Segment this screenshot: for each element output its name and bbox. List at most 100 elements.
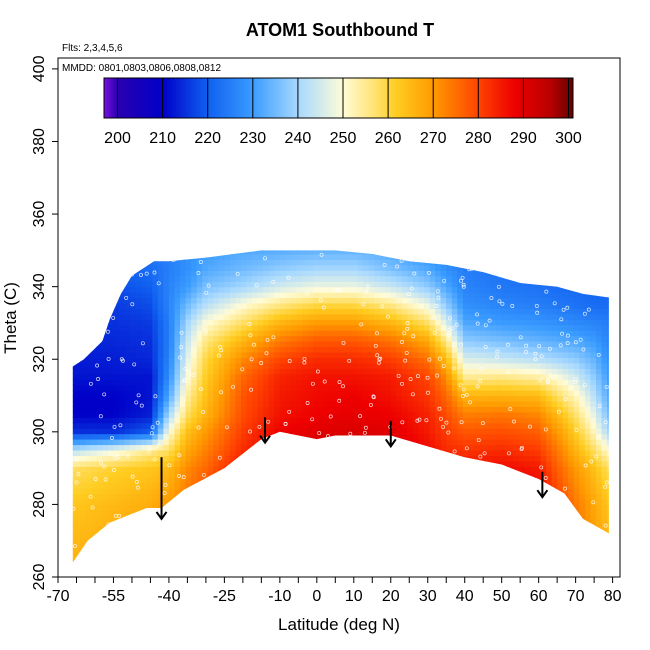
field-cell [185,466,192,473]
field-cell [424,243,430,249]
field-cell [490,428,497,435]
field-cell [401,330,408,337]
field-cell [296,346,303,353]
field-cell [174,417,181,424]
field-cell [257,520,264,527]
field-cell [113,499,120,505]
field-cell [96,455,103,462]
field-cell [152,379,159,386]
field-cell [363,303,370,309]
field-cell [385,558,392,563]
field-cell [152,373,159,380]
field-cell [135,308,142,315]
field-cell [263,471,270,478]
field-cell [152,341,159,348]
field-cell [368,346,375,353]
field-cell [401,493,408,500]
field-cell [496,428,503,435]
field-cell [341,564,347,570]
field-cell [501,548,508,554]
field-cell [340,471,347,478]
field-cell [141,471,148,478]
field-cell [402,564,408,570]
field-cell [146,292,153,299]
field-cell [335,548,342,554]
field-cell [390,368,397,375]
field-cell [363,542,370,549]
field-cell [102,444,109,451]
field-cell [307,406,314,413]
field-cell [357,493,364,500]
field-cell [446,395,453,402]
field-cell [224,493,231,500]
field-cell [130,308,137,315]
field-cell [257,319,264,326]
field-cell [329,460,336,467]
field-cell [507,433,514,440]
field-cell [224,537,231,544]
field-cell [357,250,364,255]
field-cell [96,482,103,489]
field-cell [252,558,259,563]
field-cell [324,455,331,462]
field-cell [501,553,508,560]
field-cell [74,537,81,544]
field-cell [241,303,248,309]
field-cell [141,308,148,315]
field-cell [496,303,503,309]
field-cell [307,250,314,255]
field-cell [279,542,286,549]
field-cell [91,395,98,402]
field-cell [401,460,408,467]
field-cell [257,450,264,456]
field-cell [141,509,148,516]
field-cell [496,401,503,407]
field-cell [296,250,303,255]
field-cell [324,324,331,331]
field-cell [374,499,381,505]
field-cell [313,259,320,266]
field-cell [507,297,514,304]
field-cell [457,373,464,380]
field-cell [235,368,242,375]
field-cell [440,270,447,277]
field-cell [96,428,103,435]
field-cell [85,444,92,451]
field-cell [185,401,192,407]
field-cell [80,297,87,304]
field-cell [252,422,259,429]
field-cell [124,308,131,315]
field-cell [318,335,325,342]
field-cell [263,477,270,484]
field-cell [501,422,508,429]
field-cell [407,466,414,473]
field-cell [429,319,436,326]
field-cell [324,390,331,397]
field-cell [113,270,120,277]
field-cell [285,379,292,386]
field-cell [163,352,170,358]
field-cell [69,564,75,570]
field-cell [191,264,198,271]
field-cell [85,368,92,375]
field-cell [268,482,275,489]
field-cell [263,346,270,353]
field-cell [241,250,248,255]
field-cell [85,362,92,369]
field-cell [141,275,148,282]
field-cell [501,250,508,255]
field-cell [96,444,103,451]
field-cell [390,303,397,309]
field-cell [462,477,469,484]
field-cell [263,455,270,462]
field-cell [252,352,259,358]
field-cell [412,520,419,527]
field-cell [141,390,148,397]
field-cell [318,308,325,315]
field-cell [507,471,514,478]
field-cell [72,531,76,538]
field-cell [462,401,469,407]
field-cell [124,482,131,489]
field-cell [130,335,137,342]
chart-title: ATOM1 Southbound T [246,20,434,40]
